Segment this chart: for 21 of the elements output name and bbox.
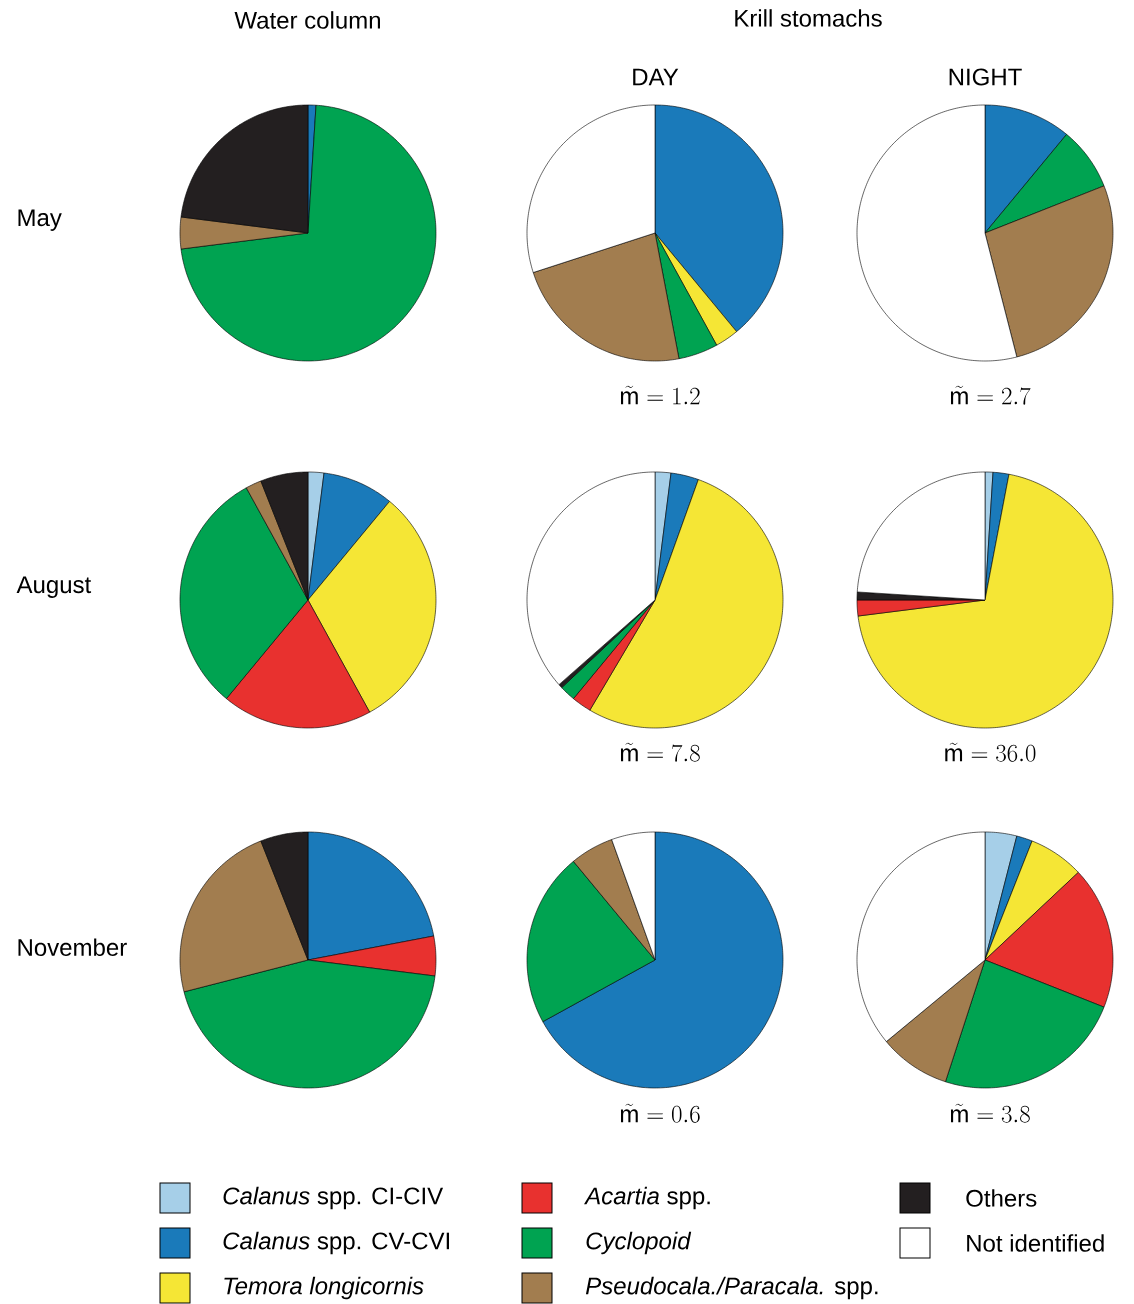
text: $\tilde{\mathrm{m}}=0.6$ [620, 1103, 700, 1123]
text: $\tilde{\mathrm{m}}=7.8$ [620, 742, 700, 762]
text: $\tilde{\mathrm{m}}=36.0$ [945, 742, 1036, 762]
text: $\tilde{\mathrm{m}}=2.7$ [950, 385, 1031, 405]
text: November [18, 938, 127, 957]
category-label: Calanus spp. CI-CIV [223, 1186, 444, 1210]
category-label: Not identified [967, 1234, 1104, 1252]
category-label: Others [966, 1189, 1037, 1207]
text: August [16, 576, 92, 598]
text: $\tilde{\mathrm{m}}=3.8$ [950, 1103, 1030, 1123]
category-label: Temora longicornis [224, 1276, 424, 1300]
text: $\tilde{\mathrm{m}}=1.2$ [620, 385, 700, 405]
category-label: Calanus spp. CV-CVI [223, 1231, 449, 1255]
chart-title: DAY [633, 68, 679, 86]
text: Krill stomachs [735, 9, 882, 27]
category-label: Cyclopoid [586, 1231, 692, 1255]
chart-title: NIGHT [949, 68, 1022, 86]
text: May [18, 209, 62, 231]
chart-title: Water column [234, 11, 380, 29]
category-label: Pseudocala./Paracala. spp. [585, 1276, 878, 1300]
category-label: Acartia spp. [584, 1186, 710, 1210]
